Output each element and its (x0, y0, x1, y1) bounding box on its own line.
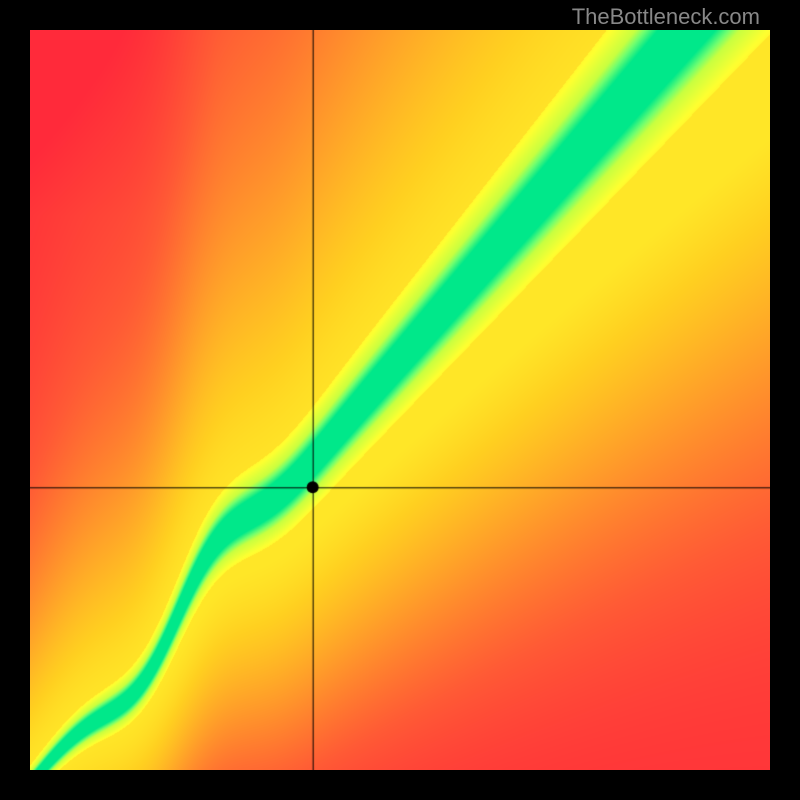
watermark-text: TheBottleneck.com (572, 4, 760, 30)
chart-container: TheBottleneck.com (0, 0, 800, 800)
heatmap-plot (30, 30, 770, 770)
heatmap-canvas (30, 30, 770, 770)
